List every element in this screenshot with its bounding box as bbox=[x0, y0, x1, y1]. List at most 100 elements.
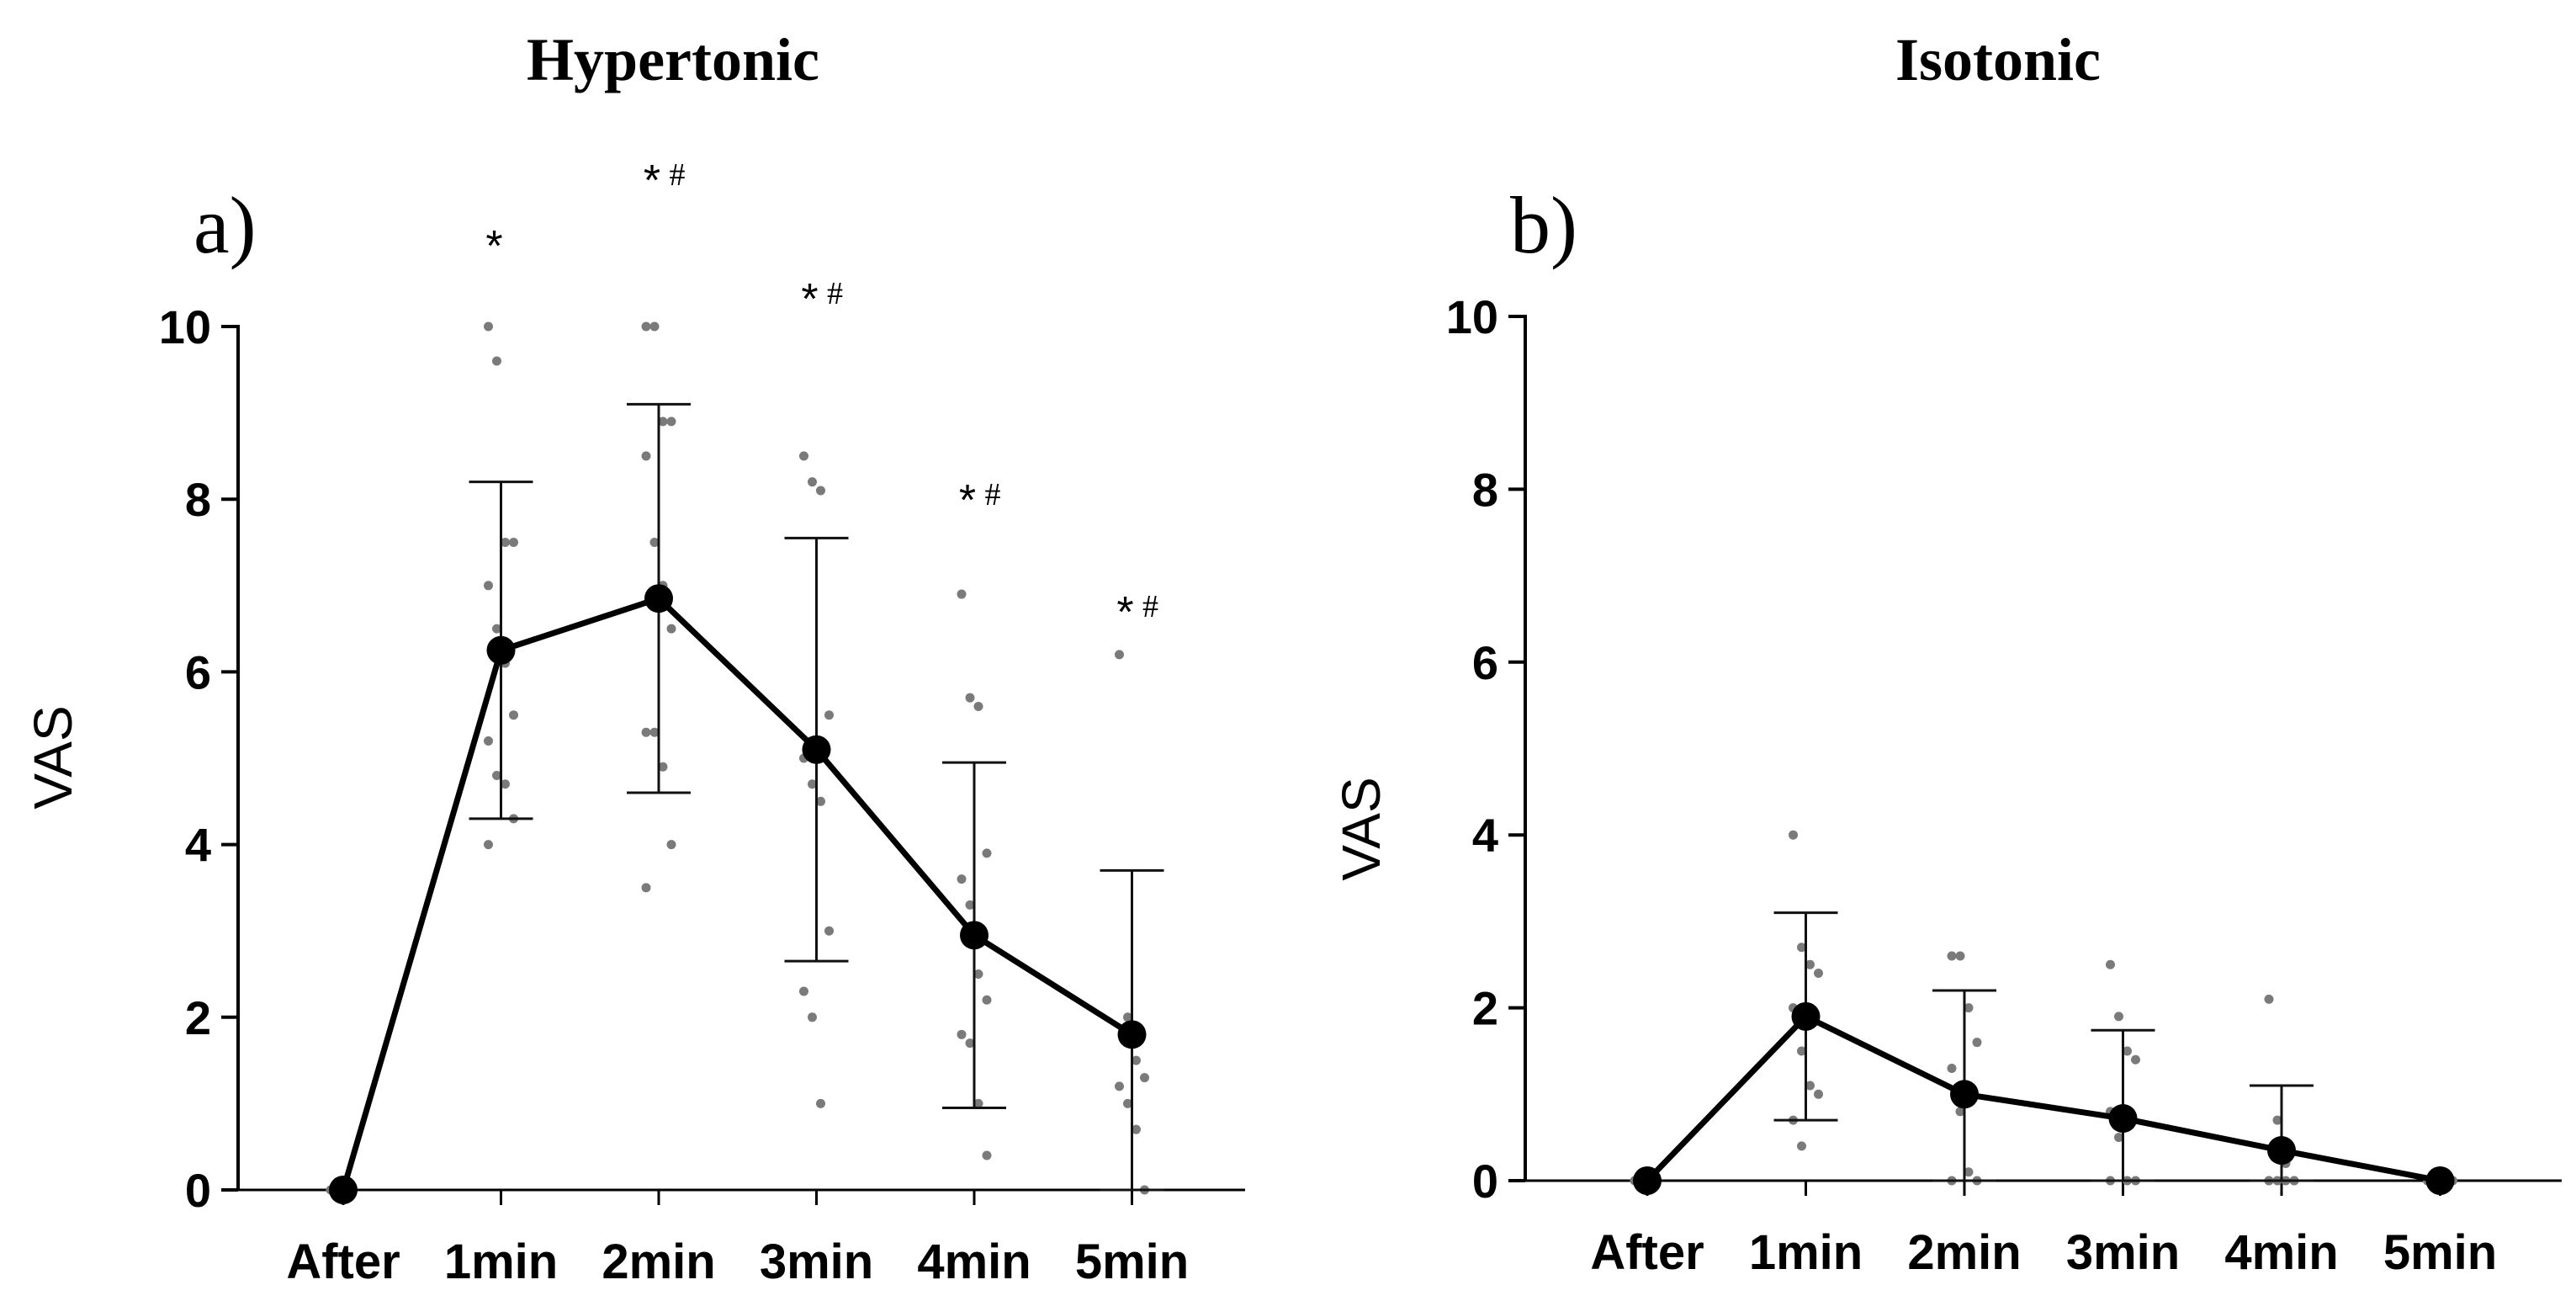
significance-hash: # bbox=[1142, 589, 1158, 624]
data-point bbox=[641, 321, 651, 332]
series-marker bbox=[644, 584, 673, 613]
data-point bbox=[1805, 959, 1815, 969]
series-marker bbox=[486, 635, 516, 665]
chart-panel-b: Isotonic b) VAS 0 2 4 6 8 10 After 1min 2min 3min… bbox=[1331, 26, 2562, 1280]
series-marker bbox=[960, 921, 989, 950]
data-point bbox=[965, 900, 975, 910]
data-point bbox=[965, 1038, 975, 1049]
data-point bbox=[501, 779, 510, 789]
data-point bbox=[1123, 1098, 1132, 1108]
y-tick-label: 0 bbox=[1472, 1155, 1498, 1208]
x-tick-label: After bbox=[286, 1235, 400, 1289]
panel-label: a) bbox=[193, 180, 257, 270]
significance-hash: # bbox=[985, 477, 1001, 512]
chart-panel-a: Hypertonic a) VAS 0 2 4 6 8 10 After 1min 2min 3m… bbox=[23, 26, 1245, 1289]
series-marker bbox=[2425, 1166, 2455, 1195]
data-point bbox=[2106, 959, 2115, 969]
data-point bbox=[666, 840, 676, 850]
y-tick-label: 8 bbox=[1472, 463, 1498, 516]
data-point bbox=[2131, 1054, 2140, 1065]
significance-star: * bbox=[801, 275, 818, 324]
chart-title: Isotonic bbox=[1895, 26, 2101, 93]
data-point bbox=[1972, 1038, 1982, 1048]
data-point bbox=[641, 451, 651, 461]
y-tick-label: 2 bbox=[1472, 982, 1498, 1035]
data-point bbox=[666, 417, 676, 427]
data-point bbox=[1964, 1003, 1974, 1013]
data-point bbox=[666, 624, 676, 634]
data-point bbox=[641, 883, 651, 893]
series-marker bbox=[329, 1176, 358, 1204]
data-point bbox=[492, 624, 501, 634]
series-marker bbox=[1117, 1020, 1147, 1049]
data-point bbox=[492, 771, 501, 781]
series-marker bbox=[2108, 1104, 2138, 1134]
x-tick-label: 2min bbox=[602, 1235, 715, 1289]
y-axis-label: VAS bbox=[23, 705, 83, 809]
series-marker bbox=[2267, 1136, 2296, 1166]
data-point bbox=[973, 969, 983, 979]
series-marker bbox=[1791, 1001, 1821, 1031]
y-tick-label: 2 bbox=[185, 991, 211, 1044]
data-point bbox=[658, 417, 668, 427]
data-point bbox=[982, 1150, 992, 1160]
data-point bbox=[484, 581, 493, 591]
data-point bbox=[484, 840, 493, 850]
plot-area: 0 2 4 6 8 10 After 1min 2min 3min 4min 5min bbox=[1446, 290, 2562, 1280]
data-point bbox=[1140, 1073, 1149, 1083]
y-tick-label: 4 bbox=[1472, 809, 1498, 862]
data-point bbox=[1947, 1063, 1957, 1073]
data-point bbox=[816, 486, 825, 496]
y-tick-label: 8 bbox=[185, 473, 211, 526]
significance-star: * bbox=[959, 476, 976, 525]
data-point bbox=[1955, 1107, 1965, 1117]
data-point bbox=[1797, 943, 1806, 953]
data-point bbox=[808, 477, 817, 487]
data-point bbox=[1115, 1081, 1124, 1091]
significance-star: * bbox=[644, 157, 660, 205]
x-tick-label: 2min bbox=[1907, 1225, 2021, 1280]
data-point bbox=[808, 1012, 817, 1022]
data-point bbox=[824, 926, 834, 936]
data-point bbox=[982, 848, 992, 858]
y-tick-label: 6 bbox=[185, 645, 211, 698]
data-point bbox=[1797, 1141, 1806, 1151]
y-tick-label: 4 bbox=[185, 819, 211, 872]
data-point bbox=[965, 693, 975, 703]
series-line bbox=[340, 595, 1134, 1191]
data-point bbox=[799, 451, 808, 461]
y-tick-label: 6 bbox=[1472, 636, 1498, 689]
x-tick-label: 1min bbox=[1749, 1225, 1863, 1280]
data-point bbox=[649, 538, 660, 547]
data-point bbox=[501, 538, 510, 547]
y-tick-label: 0 bbox=[185, 1164, 211, 1217]
series-line bbox=[1645, 1013, 2441, 1184]
data-point bbox=[973, 701, 983, 711]
data-point bbox=[2123, 1046, 2132, 1056]
plot-area: 0 2 4 6 8 10 After 1min 2min 3min 4min 5min * * # * # * # *… bbox=[159, 157, 1245, 1289]
data-point bbox=[649, 727, 660, 737]
data-point bbox=[957, 874, 967, 884]
panel-label: b) bbox=[1510, 180, 1577, 270]
series-marker bbox=[802, 735, 831, 764]
chart-title: Hypertonic bbox=[527, 26, 819, 93]
data-point bbox=[973, 1098, 983, 1108]
data-point bbox=[2114, 1133, 2123, 1143]
x-tick-label: 1min bbox=[444, 1235, 558, 1289]
data-point bbox=[816, 796, 825, 806]
data-point bbox=[1805, 1081, 1815, 1091]
data-point bbox=[2264, 994, 2274, 1004]
data-point bbox=[1814, 1089, 1823, 1099]
significance-hash: # bbox=[670, 157, 686, 193]
data-point bbox=[492, 356, 501, 366]
data-point bbox=[1789, 830, 1798, 840]
data-point bbox=[641, 727, 651, 737]
series-marker bbox=[1633, 1166, 1662, 1195]
data-point bbox=[649, 321, 660, 332]
data-point bbox=[509, 710, 518, 720]
data-point bbox=[824, 710, 834, 720]
significance-hash: # bbox=[827, 276, 843, 311]
significance-star: * bbox=[1116, 588, 1133, 637]
y-tick-label: 10 bbox=[1446, 290, 1498, 343]
data-point bbox=[1955, 951, 1965, 961]
